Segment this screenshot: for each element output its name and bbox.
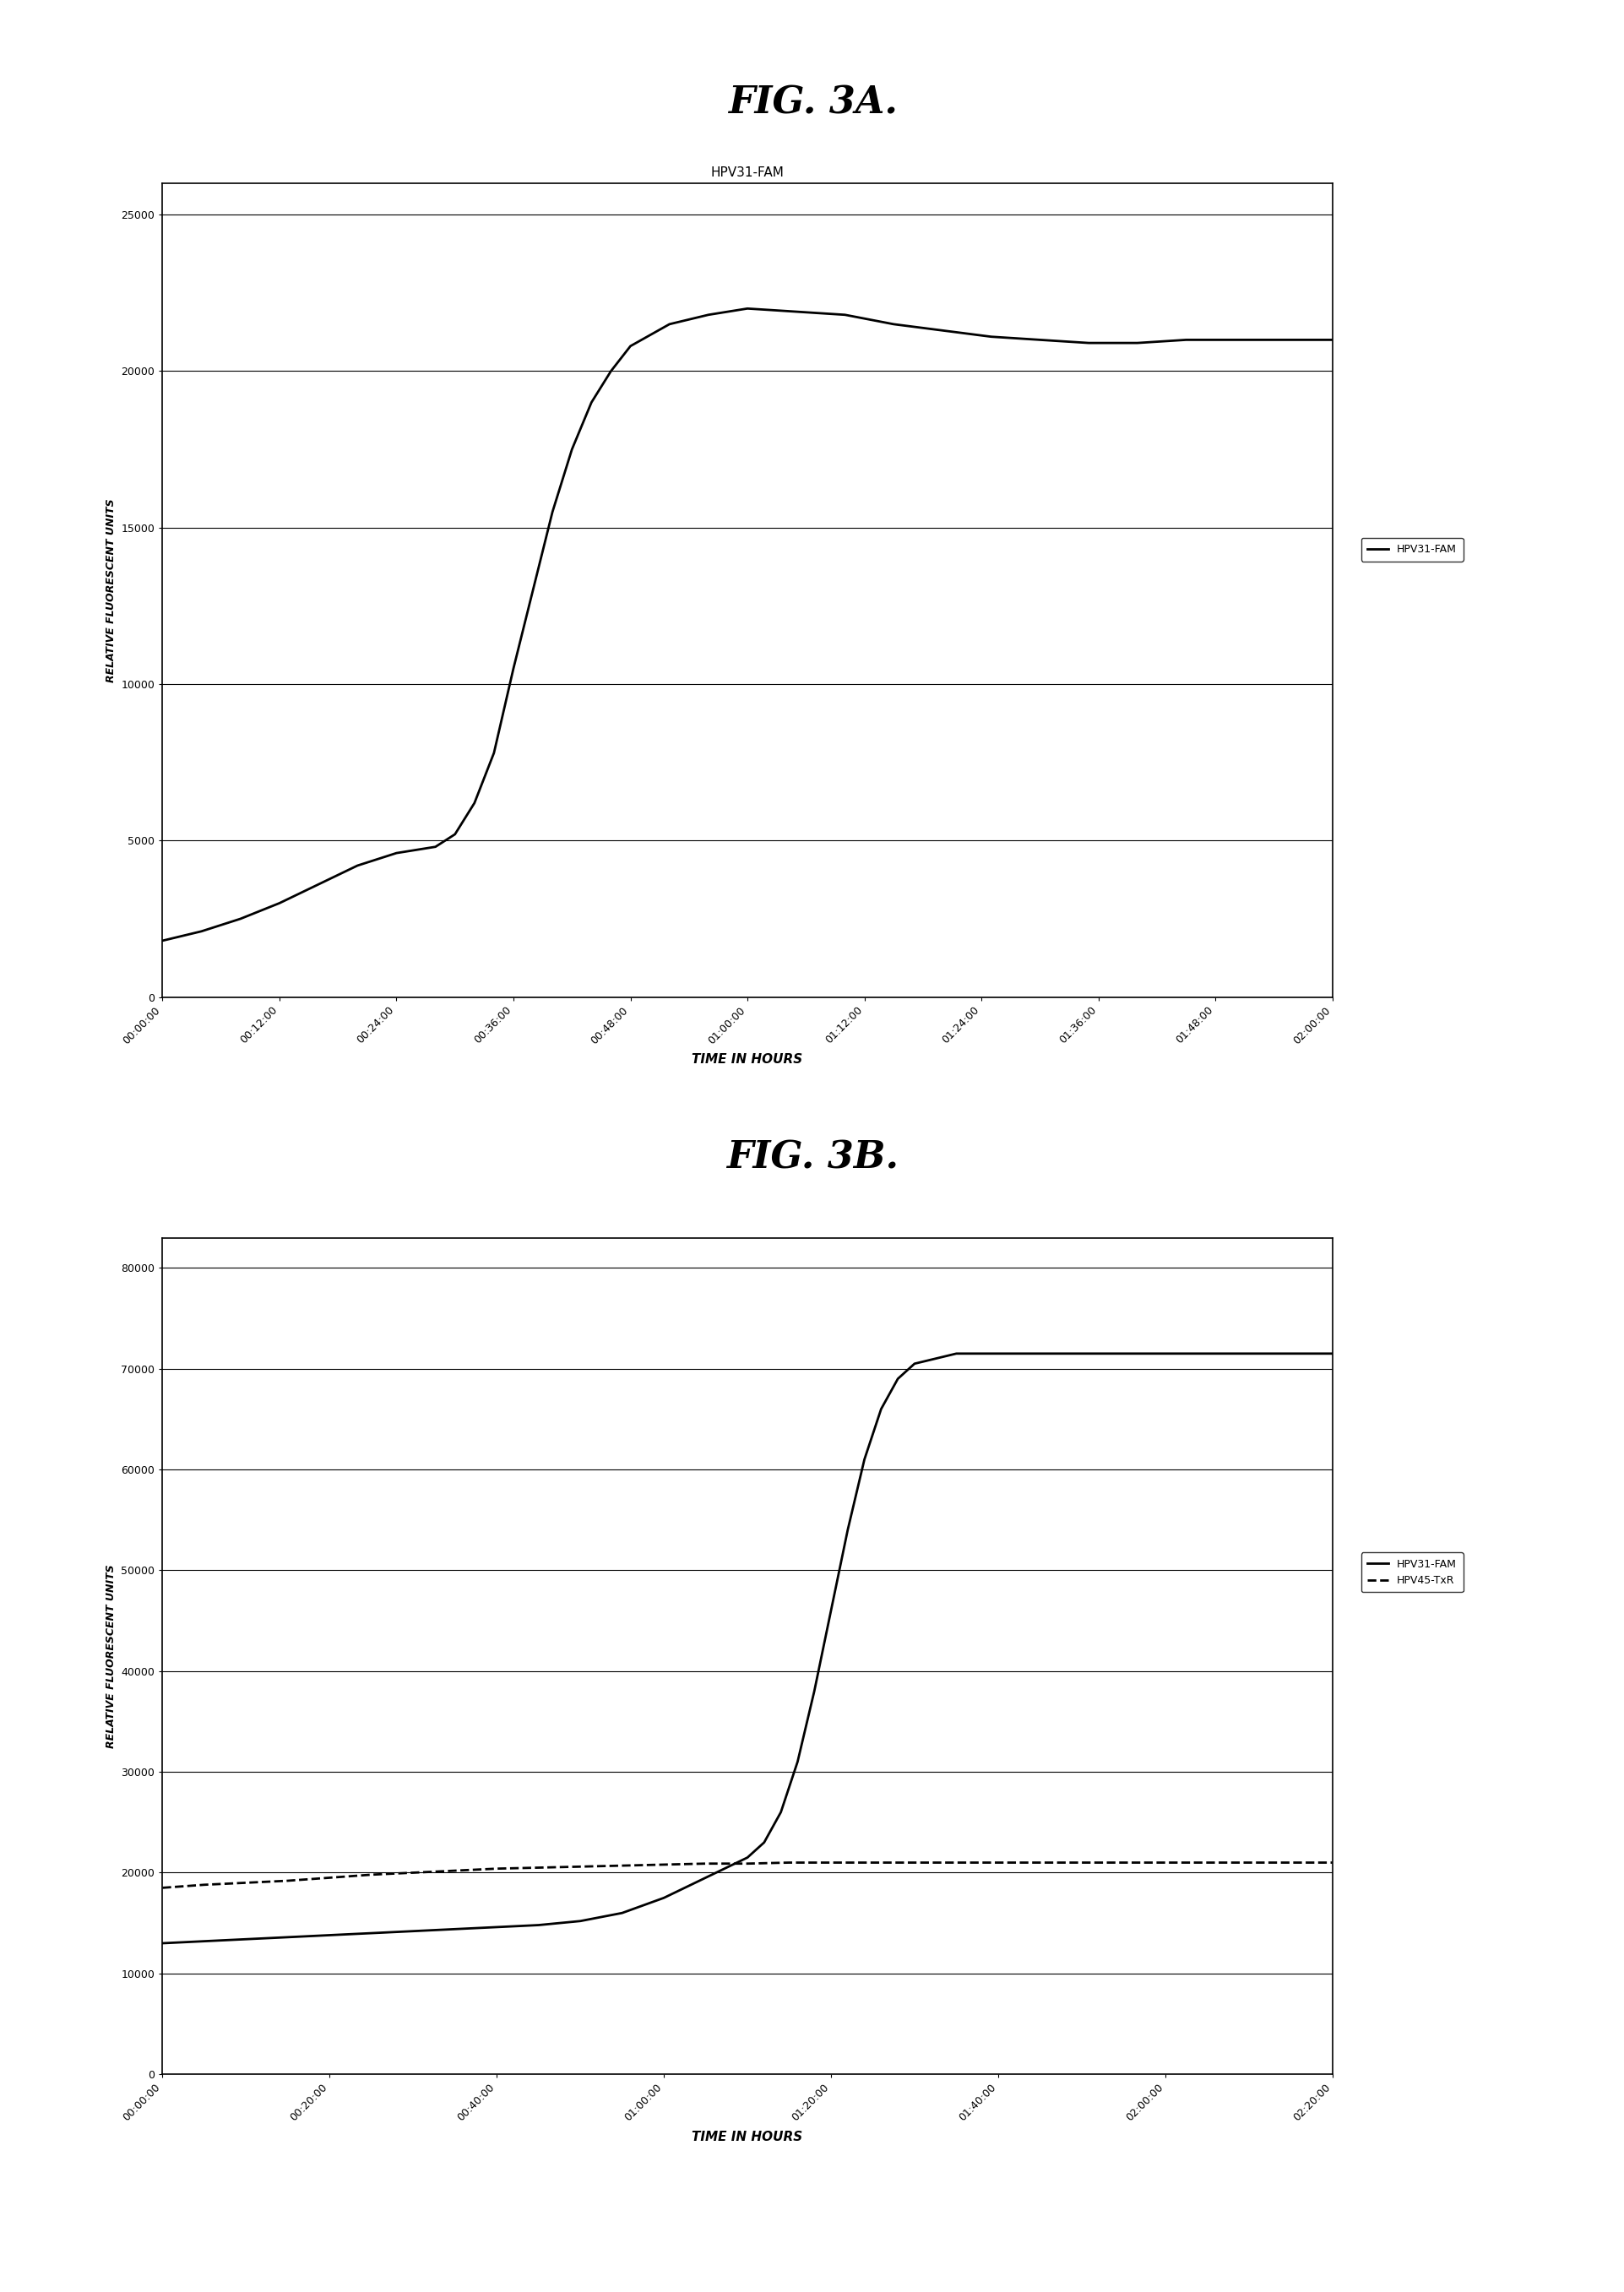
HPV31-FAM bbox=[905, 1350, 924, 1377]
HPV45-TxR bbox=[947, 1850, 966, 1877]
Text: FIG. 3A.: FIG. 3A. bbox=[728, 85, 896, 121]
HPV45-TxR bbox=[820, 1850, 840, 1877]
HPV45-TxR bbox=[737, 1850, 757, 1877]
Line: HPV45-TxR: HPV45-TxR bbox=[162, 1863, 1332, 1889]
HPV31-FAM bbox=[362, 1918, 382, 1946]
HPV31-FAM bbox=[654, 1884, 674, 1912]
HPV31-FAM bbox=[1030, 1341, 1049, 1368]
HPV45-TxR bbox=[153, 1875, 172, 1902]
X-axis label: TIME IN HOURS: TIME IN HOURS bbox=[692, 2132, 802, 2143]
HPV45-TxR bbox=[612, 1852, 632, 1879]
HPV31-FAM bbox=[612, 1900, 632, 1928]
HPV31-FAM bbox=[870, 1396, 890, 1423]
Y-axis label: RELATIVE FLUORESCENT UNITS: RELATIVE FLUORESCENT UNITS bbox=[106, 497, 117, 683]
HPV31-FAM bbox=[278, 1923, 297, 1950]
HPV45-TxR bbox=[1030, 1850, 1049, 1877]
HPV31-FAM bbox=[854, 1446, 874, 1474]
HPV45-TxR bbox=[195, 1870, 214, 1898]
HPV31-FAM bbox=[487, 1914, 507, 1941]
HPV31-FAM bbox=[788, 1749, 807, 1776]
HPV45-TxR bbox=[654, 1852, 674, 1879]
HPV31-FAM bbox=[1239, 1341, 1259, 1368]
HPV31-FAM bbox=[1112, 1341, 1132, 1368]
Text: FIG. 3B.: FIG. 3B. bbox=[726, 1139, 898, 1176]
HPV31-FAM bbox=[1155, 1341, 1174, 1368]
HPV45-TxR bbox=[1280, 1850, 1299, 1877]
HPV31-FAM bbox=[153, 1930, 172, 1957]
HPV31-FAM bbox=[695, 1863, 715, 1891]
HPV31-FAM bbox=[1322, 1341, 1341, 1368]
HPV45-TxR bbox=[235, 1868, 255, 1895]
HPV45-TxR bbox=[445, 1857, 464, 1884]
HPV45-TxR bbox=[1197, 1850, 1216, 1877]
HPV45-TxR bbox=[780, 1850, 799, 1877]
HPV45-TxR bbox=[905, 1850, 924, 1877]
HPV31-FAM bbox=[737, 1843, 757, 1870]
HPV45-TxR bbox=[320, 1863, 339, 1891]
HPV45-TxR bbox=[570, 1852, 590, 1879]
HPV45-TxR bbox=[862, 1850, 882, 1877]
HPV45-TxR bbox=[528, 1854, 547, 1882]
HPV31-FAM bbox=[1072, 1341, 1091, 1368]
HPV45-TxR bbox=[278, 1868, 297, 1895]
HPV45-TxR bbox=[1072, 1850, 1091, 1877]
HPV31-FAM bbox=[804, 1678, 823, 1705]
HPV31-FAM bbox=[445, 1916, 464, 1944]
HPV31-FAM bbox=[528, 1912, 547, 1939]
HPV31-FAM bbox=[320, 1921, 339, 1948]
HPV31-FAM bbox=[403, 1918, 422, 1946]
HPV45-TxR bbox=[362, 1861, 382, 1889]
HPV31-FAM bbox=[947, 1341, 966, 1368]
HPV45-TxR bbox=[987, 1850, 1007, 1877]
HPV31-FAM bbox=[195, 1928, 214, 1955]
HPV45-TxR bbox=[1322, 1850, 1341, 1877]
HPV31-FAM bbox=[820, 1598, 840, 1625]
HPV31-FAM bbox=[838, 1517, 857, 1545]
HPV31-FAM bbox=[771, 1799, 791, 1827]
Legend: HPV31-FAM: HPV31-FAM bbox=[1361, 539, 1462, 562]
HPV45-TxR bbox=[1112, 1850, 1132, 1877]
Y-axis label: RELATIVE FLUORESCENT UNITS: RELATIVE FLUORESCENT UNITS bbox=[106, 1563, 117, 1749]
HPV45-TxR bbox=[1155, 1850, 1174, 1877]
HPV31-FAM bbox=[987, 1341, 1007, 1368]
HPV31-FAM bbox=[754, 1829, 773, 1857]
HPV31-FAM bbox=[888, 1366, 908, 1394]
HPV45-TxR bbox=[403, 1859, 422, 1886]
HPV31-FAM bbox=[1280, 1341, 1299, 1368]
Line: HPV31-FAM: HPV31-FAM bbox=[162, 1355, 1332, 1944]
Legend: HPV31-FAM, HPV45-TxR: HPV31-FAM, HPV45-TxR bbox=[1361, 1552, 1462, 1593]
HPV31-FAM bbox=[235, 1925, 255, 1953]
Title: HPV31-FAM: HPV31-FAM bbox=[710, 167, 784, 179]
HPV31-FAM bbox=[570, 1907, 590, 1934]
X-axis label: TIME IN HOURS: TIME IN HOURS bbox=[692, 1054, 802, 1066]
HPV31-FAM bbox=[1197, 1341, 1216, 1368]
HPV45-TxR bbox=[695, 1850, 715, 1877]
HPV45-TxR bbox=[1239, 1850, 1259, 1877]
HPV45-TxR bbox=[487, 1854, 507, 1882]
